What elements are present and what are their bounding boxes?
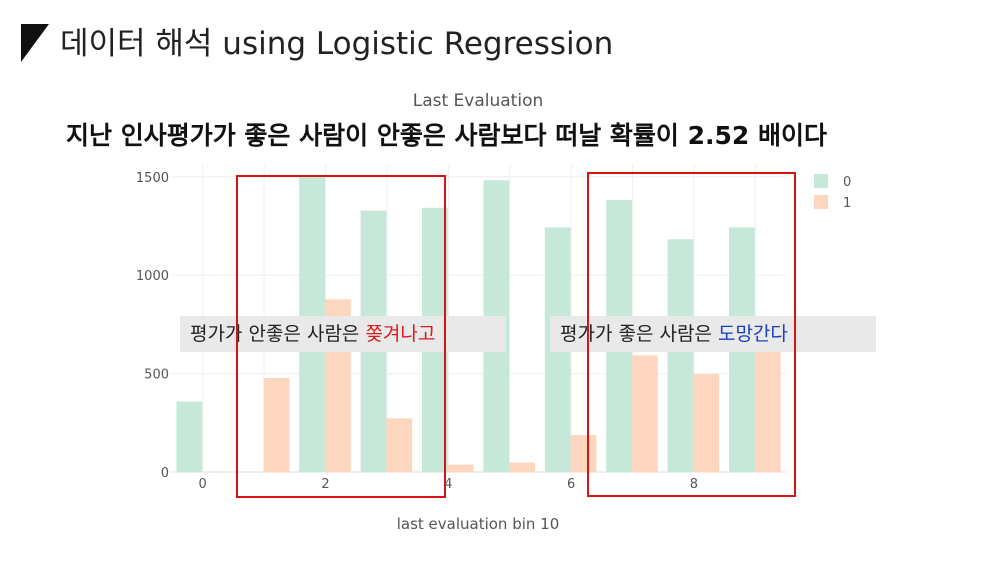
legend-swatch: [814, 174, 828, 188]
callout-right: 평가가 좋은 사람은 도망간다: [550, 316, 876, 352]
y-tick-label: 0: [161, 466, 169, 481]
slide-title: 데이터 해석 using Logistic Regression: [60, 26, 614, 62]
bar: [754, 349, 781, 473]
highlight-box-low-evaluation: [236, 175, 446, 498]
chart-title: Last Evaluation: [412, 91, 544, 111]
callout-left-text: 평가가 안좋은 사람은: [190, 323, 366, 345]
x-axis-label: last evaluation bin 10: [397, 515, 560, 533]
bar: [509, 462, 535, 473]
x-tick-label: 2: [321, 477, 329, 492]
headline: 지난 인사평가가 좋은 사람이 안좋은 사람보다 떠날 확률이 2.52 배이다: [66, 121, 828, 150]
bar: [386, 418, 413, 473]
y-tick-label: 500: [144, 368, 169, 383]
slide-marker-triangle-icon: [21, 24, 49, 62]
x-tick-label: 8: [690, 477, 698, 492]
y-tick-label: 1500: [136, 171, 169, 186]
bar: [176, 401, 203, 473]
bar: [263, 378, 290, 473]
legend-label: 0: [843, 175, 851, 190]
bar: [632, 355, 658, 473]
highlight-box-high-evaluation: [587, 172, 796, 497]
callout-right-highlight: 도망간다: [717, 323, 788, 345]
x-tick-label: 6: [567, 477, 575, 492]
bar: [570, 435, 597, 473]
x-tick-label: 4: [444, 477, 452, 492]
bar: [447, 464, 474, 473]
legend-swatch: [814, 195, 828, 209]
bar: [693, 374, 720, 473]
legend-label: 1: [843, 196, 851, 211]
callout-right-text: 평가가 좋은 사람은: [560, 323, 718, 345]
y-tick-label: 1000: [136, 269, 169, 284]
callout-left: 평가가 안좋은 사람은 쫒겨나고: [180, 316, 506, 352]
callout-left-highlight: 쫒겨나고: [365, 323, 436, 345]
x-tick-label: 0: [199, 477, 207, 492]
bar: [667, 239, 694, 473]
